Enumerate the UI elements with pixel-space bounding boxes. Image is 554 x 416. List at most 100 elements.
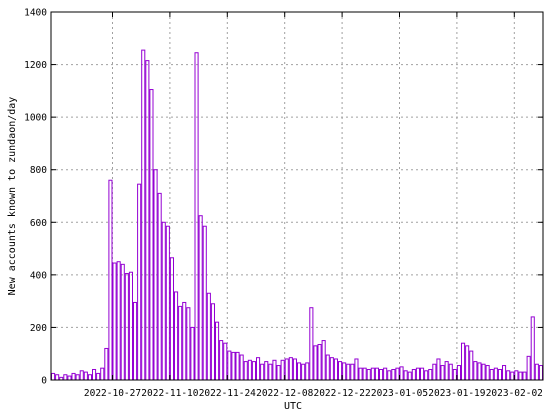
- x-tick-label: 2022-11-10: [141, 388, 198, 399]
- bar: [264, 361, 269, 381]
- bar: [210, 303, 215, 381]
- x-axis: 2022-10-27 2022-11-10 2022-11-24 2022-12-08…: [84, 12, 543, 399]
- bar: [313, 345, 318, 381]
- bar: [178, 305, 183, 381]
- bar: [538, 365, 544, 381]
- bar: [190, 326, 195, 381]
- bar: [362, 367, 367, 381]
- bar: [502, 365, 507, 381]
- x-tick-label: 2022-10-27: [84, 388, 141, 399]
- bar: [157, 192, 162, 381]
- bar: [436, 358, 441, 381]
- bar: [239, 354, 244, 381]
- plot-frame: [50, 11, 544, 381]
- bar: [128, 271, 133, 381]
- x-tick-label: 2023-01-19: [428, 388, 485, 399]
- bar: [415, 367, 420, 381]
- bar: [202, 225, 207, 381]
- bar: [456, 365, 461, 381]
- bar: [96, 372, 101, 381]
- bar: [403, 370, 408, 381]
- bar: [104, 347, 109, 381]
- bar: [395, 367, 400, 381]
- y-tick-label: 600: [30, 218, 47, 229]
- bar: [268, 363, 273, 381]
- bar: [506, 370, 511, 381]
- x-tick-label: 2023-02-02: [486, 388, 543, 399]
- bar: [510, 371, 515, 381]
- bar: [87, 374, 93, 381]
- bar: [354, 358, 359, 381]
- bar: [420, 367, 425, 381]
- bar: [383, 367, 388, 381]
- bar: [333, 358, 338, 381]
- bar: [133, 301, 138, 381]
- bar: [124, 273, 129, 381]
- bar: [317, 344, 322, 381]
- bar: [534, 363, 539, 381]
- bar: [223, 342, 228, 381]
- bar: [374, 367, 379, 381]
- bar: [112, 262, 117, 381]
- bar: [186, 307, 191, 381]
- bar: [116, 261, 121, 381]
- bar: [399, 366, 404, 381]
- bar: [329, 357, 334, 381]
- bar: [325, 354, 330, 381]
- bar: [526, 355, 531, 381]
- x-tick-label: 2023-01-05: [371, 388, 428, 399]
- bar: [153, 169, 158, 381]
- bar: [440, 365, 445, 381]
- bar: [477, 362, 482, 381]
- bar: [366, 368, 371, 381]
- bar: [51, 372, 56, 381]
- bar: [219, 340, 224, 381]
- y-axis-title: New accounts known to zundaon/day: [7, 97, 18, 296]
- bar: [276, 365, 281, 381]
- bar: [452, 368, 457, 381]
- y-tick-label: 1400: [24, 8, 47, 19]
- y-tick-label: 200: [30, 323, 47, 334]
- bar: [92, 368, 97, 381]
- bar: [346, 363, 351, 381]
- bar: [206, 292, 211, 381]
- bar: [411, 368, 416, 381]
- bar: [67, 375, 72, 381]
- bar: [194, 52, 199, 381]
- bar: [530, 316, 535, 381]
- bar: [174, 291, 179, 381]
- bar: [79, 370, 84, 381]
- bar: [235, 351, 240, 381]
- bar: [461, 342, 466, 381]
- bar: [444, 361, 449, 381]
- bar: [424, 370, 429, 381]
- bar: [231, 351, 236, 381]
- bar: [305, 362, 310, 381]
- bar: [297, 362, 302, 381]
- bar: [71, 372, 76, 381]
- bar: [350, 363, 355, 381]
- bar: [100, 367, 105, 381]
- bar: [407, 371, 412, 381]
- y-tick-label: 800: [30, 165, 47, 176]
- bar: [83, 371, 88, 381]
- bar: [473, 361, 478, 381]
- bar: [108, 179, 113, 381]
- bar: [469, 350, 474, 381]
- bar: [120, 263, 125, 381]
- bar: [432, 363, 437, 381]
- bar: [379, 368, 384, 381]
- bar: [280, 359, 285, 381]
- bar: [251, 361, 256, 381]
- x-axis-title: UTC: [284, 401, 302, 412]
- bar: [145, 60, 150, 381]
- bar: [309, 307, 314, 381]
- bar: [260, 363, 265, 381]
- bar: [301, 363, 306, 381]
- bar: [292, 358, 297, 381]
- bar: [75, 374, 80, 381]
- bar: [284, 358, 289, 381]
- bar: [243, 361, 248, 381]
- bar: [391, 368, 396, 381]
- y-tick-label: 1200: [24, 60, 47, 71]
